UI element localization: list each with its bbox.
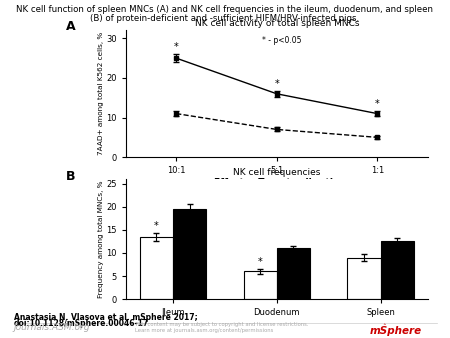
Y-axis label: Frequency among total MNCs, %: Frequency among total MNCs, % — [98, 180, 104, 298]
Bar — [140, 237, 173, 299]
Bar — [243, 271, 277, 299]
Text: *: * — [375, 99, 380, 109]
Text: Anastasia N. Vlasova et al. mSphere 2017;: Anastasia N. Vlasova et al. mSphere 2017… — [14, 313, 197, 322]
Bar — [381, 241, 414, 299]
X-axis label: Effector:Target cell ratio: Effector:Target cell ratio — [214, 178, 339, 187]
Text: (B) of protein-deficient and -sufficient HIFM/HRV-infected pigs.: (B) of protein-deficient and -sufficient… — [90, 14, 360, 23]
Text: *: * — [258, 257, 262, 267]
Text: A: A — [66, 20, 75, 33]
Title: NK cell activity of total spleen MNCs: NK cell activity of total spleen MNCs — [194, 19, 359, 28]
Text: *: * — [154, 221, 159, 231]
Bar — [347, 258, 381, 299]
Bar — [173, 209, 206, 299]
Text: ˆ: ˆ — [382, 323, 386, 330]
Text: *: * — [274, 79, 279, 89]
Bar — [277, 248, 310, 299]
Text: * - p<0.05: * - p<0.05 — [262, 37, 301, 45]
Text: B: B — [66, 170, 75, 183]
Text: *: * — [174, 42, 179, 52]
Text: mSphere: mSphere — [370, 325, 422, 336]
Y-axis label: 7AAD+ among total K562 cells, %: 7AAD+ among total K562 cells, % — [98, 32, 104, 155]
Title: NK cell frequencies: NK cell frequencies — [233, 168, 320, 177]
Text: Journals.ASM.org: Journals.ASM.org — [14, 323, 90, 332]
Legend: Deficient HIFM/HRV/, Sufficient HIFM/HRV/: Deficient HIFM/HRV/, Sufficient HIFM/HRV… — [180, 219, 374, 225]
Text: This content may be subject to copyright and license restrictions.
Learn more at: This content may be subject to copyright… — [135, 322, 309, 333]
Text: NK cell function of spleen MNCs (A) and NK cell frequencies in the ileum, duoden: NK cell function of spleen MNCs (A) and … — [17, 5, 433, 14]
Text: doi:10.1128/mSphere.00046-17: doi:10.1128/mSphere.00046-17 — [14, 319, 149, 329]
